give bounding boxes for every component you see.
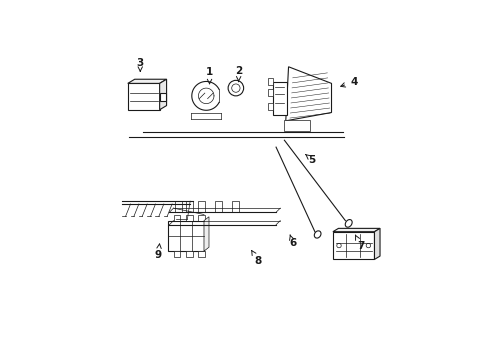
Polygon shape: [333, 228, 380, 232]
Polygon shape: [204, 217, 209, 251]
Text: 4: 4: [341, 77, 357, 87]
FancyBboxPatch shape: [168, 221, 204, 251]
FancyBboxPatch shape: [186, 215, 193, 221]
FancyBboxPatch shape: [173, 215, 180, 221]
Text: 7: 7: [355, 235, 364, 251]
FancyBboxPatch shape: [284, 120, 310, 131]
FancyBboxPatch shape: [268, 103, 273, 110]
Text: 2: 2: [235, 66, 242, 81]
FancyBboxPatch shape: [268, 78, 273, 85]
Circle shape: [366, 243, 370, 248]
FancyBboxPatch shape: [198, 215, 205, 221]
Polygon shape: [128, 84, 160, 110]
Polygon shape: [160, 93, 166, 100]
FancyBboxPatch shape: [173, 251, 180, 257]
FancyBboxPatch shape: [198, 201, 205, 212]
Circle shape: [337, 243, 341, 248]
Ellipse shape: [314, 231, 321, 238]
Polygon shape: [374, 228, 380, 260]
Text: 3: 3: [137, 58, 144, 71]
Text: 5: 5: [306, 154, 316, 165]
FancyBboxPatch shape: [175, 201, 182, 212]
Polygon shape: [160, 79, 167, 110]
FancyBboxPatch shape: [215, 201, 222, 212]
Text: 1: 1: [206, 67, 213, 84]
FancyBboxPatch shape: [186, 251, 193, 257]
Text: 9: 9: [155, 244, 162, 260]
Polygon shape: [286, 67, 332, 121]
Polygon shape: [333, 232, 374, 260]
Polygon shape: [128, 79, 167, 84]
FancyBboxPatch shape: [232, 201, 239, 212]
Text: 6: 6: [289, 235, 296, 248]
Text: 8: 8: [251, 251, 262, 266]
FancyBboxPatch shape: [186, 201, 193, 212]
Ellipse shape: [345, 220, 352, 227]
FancyBboxPatch shape: [198, 251, 205, 257]
Polygon shape: [273, 82, 287, 115]
FancyBboxPatch shape: [268, 89, 273, 96]
